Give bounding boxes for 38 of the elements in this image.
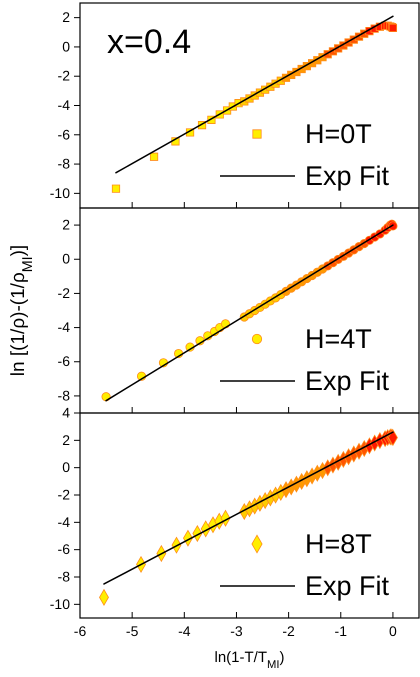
- y-tick-label: -10: [50, 596, 70, 612]
- y-tick-label: -8: [58, 387, 70, 404]
- legend-label: H=4T: [305, 324, 372, 354]
- y-tick-label: -8: [58, 156, 70, 172]
- y-tick-label: -2: [58, 68, 70, 84]
- y-tick-label: 0: [62, 459, 70, 476]
- y-tick-label: -4: [58, 96, 70, 113]
- x-tick-label: -3: [230, 622, 243, 639]
- x-tick-label: -4: [178, 622, 191, 639]
- point: [112, 184, 120, 193]
- y-tick-label: -6: [58, 541, 70, 558]
- y-tick-label: -2: [58, 284, 70, 301]
- y-tick-label: 2: [62, 9, 70, 26]
- y-tick-label: 4: [62, 404, 70, 420]
- legend-label: Exp Fit: [305, 161, 390, 191]
- x-tick-label: -5: [126, 622, 139, 639]
- legend-label: Exp Fit: [305, 366, 390, 396]
- legend-label: Exp Fit: [305, 571, 390, 601]
- x-tick-label: 0: [389, 622, 398, 639]
- y-tick-label: 0: [62, 38, 70, 54]
- y-tick-label: 2: [62, 432, 70, 448]
- y-tick-label: 2: [62, 216, 70, 233]
- y-tick-label: -10: [50, 184, 70, 201]
- y-tick-label: -4: [58, 319, 70, 336]
- y-tick-label: -2: [58, 486, 70, 502]
- x-tick-label: -6: [74, 622, 86, 639]
- point: [150, 152, 158, 161]
- y-tick-label: -6: [58, 353, 70, 370]
- y-tick-label: -4: [58, 514, 70, 530]
- x-tick-label: -2: [282, 622, 296, 639]
- legend-label: H=0T: [305, 119, 372, 149]
- x-tick-label: -1: [334, 622, 348, 639]
- y-tick-label: -6: [58, 126, 70, 142]
- x-axis-title: ln(1-T/T$_{MI}$): [214, 649, 284, 671]
- y-tick-label: 0: [62, 250, 70, 267]
- y-tick-label: -8: [58, 568, 70, 584]
- annotation: x=0.4: [107, 23, 192, 61]
- legend-label: H=8T: [305, 529, 372, 559]
